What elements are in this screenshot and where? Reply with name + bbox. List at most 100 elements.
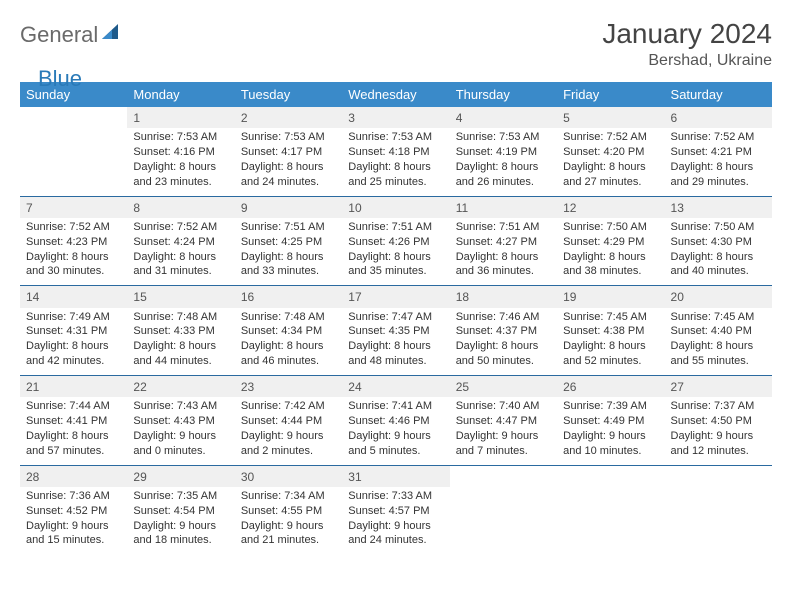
- sunrise-text: Sunrise: 7:51 AM: [456, 220, 551, 235]
- sunset-text: Sunset: 4:26 PM: [348, 235, 443, 250]
- daylight-text-2: and 2 minutes.: [241, 444, 336, 459]
- daylight-text-1: Daylight: 8 hours: [563, 160, 658, 175]
- daylight-text-1: Daylight: 8 hours: [456, 339, 551, 354]
- daylight-text-1: Daylight: 8 hours: [456, 250, 551, 265]
- day-content-cell: Sunrise: 7:44 AMSunset: 4:41 PMDaylight:…: [20, 397, 127, 465]
- sunset-text: Sunset: 4:34 PM: [241, 324, 336, 339]
- content-row: Sunrise: 7:49 AMSunset: 4:31 PMDaylight:…: [20, 308, 772, 376]
- daylight-text-2: and 46 minutes.: [241, 354, 336, 369]
- daylight-text-1: Daylight: 8 hours: [348, 160, 443, 175]
- sunrise-text: Sunrise: 7:52 AM: [671, 130, 766, 145]
- day-number-cell: 2: [235, 107, 342, 128]
- day-content-cell: [450, 487, 557, 555]
- daylight-text-1: Daylight: 8 hours: [133, 160, 228, 175]
- sunrise-text: Sunrise: 7:51 AM: [241, 220, 336, 235]
- sunset-text: Sunset: 4:47 PM: [456, 414, 551, 429]
- day-number-cell: 18: [450, 286, 557, 308]
- sunset-text: Sunset: 4:49 PM: [563, 414, 658, 429]
- day-content-cell: Sunrise: 7:48 AMSunset: 4:33 PMDaylight:…: [127, 308, 234, 376]
- sunset-text: Sunset: 4:35 PM: [348, 324, 443, 339]
- day-content-cell: Sunrise: 7:51 AMSunset: 4:26 PMDaylight:…: [342, 218, 449, 286]
- sunrise-text: Sunrise: 7:53 AM: [133, 130, 228, 145]
- day-number-cell: 11: [450, 196, 557, 218]
- day-content-cell: Sunrise: 7:51 AMSunset: 4:25 PMDaylight:…: [235, 218, 342, 286]
- daylight-text-2: and 44 minutes.: [133, 354, 228, 369]
- sunrise-text: Sunrise: 7:41 AM: [348, 399, 443, 414]
- daylight-text-2: and 25 minutes.: [348, 175, 443, 190]
- sunset-text: Sunset: 4:30 PM: [671, 235, 766, 250]
- day-number-cell: 22: [127, 376, 234, 398]
- daylight-text-2: and 23 minutes.: [133, 175, 228, 190]
- daylight-text-2: and 35 minutes.: [348, 264, 443, 279]
- day-content-cell: Sunrise: 7:53 AMSunset: 4:19 PMDaylight:…: [450, 128, 557, 196]
- sunrise-text: Sunrise: 7:53 AM: [348, 130, 443, 145]
- sunrise-text: Sunrise: 7:48 AM: [133, 310, 228, 325]
- day-number-cell: 17: [342, 286, 449, 308]
- daylight-text-1: Daylight: 8 hours: [671, 339, 766, 354]
- day-content-cell: Sunrise: 7:39 AMSunset: 4:49 PMDaylight:…: [557, 397, 664, 465]
- day-content-cell: Sunrise: 7:35 AMSunset: 4:54 PMDaylight:…: [127, 487, 234, 555]
- day-content-cell: Sunrise: 7:43 AMSunset: 4:43 PMDaylight:…: [127, 397, 234, 465]
- day-number-cell: 7: [20, 196, 127, 218]
- day-content-cell: [665, 487, 772, 555]
- sunset-text: Sunset: 4:44 PM: [241, 414, 336, 429]
- day-content-cell: Sunrise: 7:53 AMSunset: 4:17 PMDaylight:…: [235, 128, 342, 196]
- brand-part1: General: [20, 22, 98, 48]
- daylight-text-1: Daylight: 8 hours: [563, 250, 658, 265]
- day-number-cell: 28: [20, 465, 127, 487]
- day-content-cell: [20, 128, 127, 196]
- daylight-text-2: and 40 minutes.: [671, 264, 766, 279]
- calendar-table: Sunday Monday Tuesday Wednesday Thursday…: [20, 82, 772, 555]
- day-number-cell: [557, 465, 664, 487]
- day-content-cell: [557, 487, 664, 555]
- daylight-text-1: Daylight: 9 hours: [348, 519, 443, 534]
- daylight-text-1: Daylight: 8 hours: [671, 160, 766, 175]
- sunrise-text: Sunrise: 7:37 AM: [671, 399, 766, 414]
- daylight-text-1: Daylight: 8 hours: [26, 339, 121, 354]
- day-content-cell: Sunrise: 7:40 AMSunset: 4:47 PMDaylight:…: [450, 397, 557, 465]
- content-row: Sunrise: 7:44 AMSunset: 4:41 PMDaylight:…: [20, 397, 772, 465]
- day-number-cell: 20: [665, 286, 772, 308]
- content-row: Sunrise: 7:53 AMSunset: 4:16 PMDaylight:…: [20, 128, 772, 196]
- weekday-header: Thursday: [450, 82, 557, 107]
- sunrise-text: Sunrise: 7:42 AM: [241, 399, 336, 414]
- sunrise-text: Sunrise: 7:46 AM: [456, 310, 551, 325]
- day-number-cell: 14: [20, 286, 127, 308]
- day-content-cell: Sunrise: 7:33 AMSunset: 4:57 PMDaylight:…: [342, 487, 449, 555]
- daylight-text-2: and 18 minutes.: [133, 533, 228, 548]
- day-number-cell: 26: [557, 376, 664, 398]
- day-number-cell: 3: [342, 107, 449, 128]
- sunrise-text: Sunrise: 7:53 AM: [456, 130, 551, 145]
- daylight-text-1: Daylight: 8 hours: [133, 339, 228, 354]
- daylight-text-2: and 12 minutes.: [671, 444, 766, 459]
- sunrise-text: Sunrise: 7:43 AM: [133, 399, 228, 414]
- day-content-cell: Sunrise: 7:52 AMSunset: 4:23 PMDaylight:…: [20, 218, 127, 286]
- daylight-text-1: Daylight: 9 hours: [133, 519, 228, 534]
- daynum-row: 21222324252627: [20, 376, 772, 398]
- month-title: January 2024: [602, 18, 772, 50]
- day-number-cell: [20, 107, 127, 128]
- daylight-text-2: and 36 minutes.: [456, 264, 551, 279]
- daylight-text-1: Daylight: 9 hours: [241, 519, 336, 534]
- sunrise-text: Sunrise: 7:52 AM: [563, 130, 658, 145]
- daylight-text-1: Daylight: 9 hours: [456, 429, 551, 444]
- day-number-cell: 24: [342, 376, 449, 398]
- day-number-cell: 8: [127, 196, 234, 218]
- sunrise-text: Sunrise: 7:51 AM: [348, 220, 443, 235]
- sunset-text: Sunset: 4:37 PM: [456, 324, 551, 339]
- day-number-cell: 13: [665, 196, 772, 218]
- page-header: General January 2024 Bershad, Ukraine: [20, 18, 772, 70]
- day-number-cell: 15: [127, 286, 234, 308]
- daylight-text-2: and 55 minutes.: [671, 354, 766, 369]
- daylight-text-2: and 48 minutes.: [348, 354, 443, 369]
- daylight-text-2: and 7 minutes.: [456, 444, 551, 459]
- sunset-text: Sunset: 4:52 PM: [26, 504, 121, 519]
- day-number-cell: 10: [342, 196, 449, 218]
- daylight-text-1: Daylight: 9 hours: [348, 429, 443, 444]
- sunrise-text: Sunrise: 7:50 AM: [563, 220, 658, 235]
- daylight-text-1: Daylight: 8 hours: [456, 160, 551, 175]
- sunrise-text: Sunrise: 7:45 AM: [671, 310, 766, 325]
- daylight-text-1: Daylight: 8 hours: [241, 160, 336, 175]
- day-number-cell: 6: [665, 107, 772, 128]
- sunset-text: Sunset: 4:40 PM: [671, 324, 766, 339]
